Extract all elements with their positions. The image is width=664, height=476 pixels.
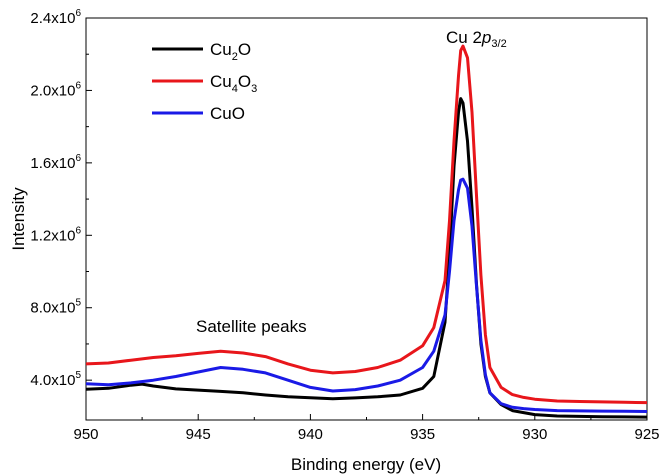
legend-label-cu2o: Cu2O: [210, 40, 251, 63]
x-tick-label: 925: [634, 426, 659, 443]
y-tick-label: 1.2x106: [30, 225, 81, 244]
satellite-peaks-annotation: Satellite peaks: [196, 317, 307, 336]
y-axis-ticks: 4.0x105 8.0x105 1.2x106 1.6x106 2.0x106 2.4x1…: [30, 8, 92, 389]
y-tick-label: 2.0x106: [30, 80, 81, 99]
x-axis-label: Binding energy (eV): [291, 455, 441, 474]
y-tick-label: 1.6x106: [30, 153, 81, 172]
x-tick-label: 945: [186, 426, 211, 443]
plot-frame: [85, 17, 648, 421]
y-tick-label: 8.0x105: [30, 298, 81, 317]
x-tick-label: 930: [522, 426, 547, 443]
x-tick-label: 950: [73, 426, 98, 443]
y-tick-label: 4.0x105: [30, 370, 81, 389]
cu-2p32-annotation: Cu 2p3/2: [446, 28, 507, 50]
x-axis-ticks: 950 945 940 935 930 925: [73, 414, 660, 443]
x-tick-label: 940: [298, 426, 323, 443]
y-axis-label: Intensity: [9, 187, 28, 251]
legend: Cu2O Cu4O3 CuO: [152, 40, 257, 123]
y-tick-label: 2.4x106: [30, 8, 81, 27]
legend-label-cu4o3: Cu4O3: [210, 72, 257, 95]
legend-label-cuo: CuO: [210, 104, 245, 123]
series-line-cuo: [85, 177, 648, 413]
series-layer: [85, 44, 648, 419]
series-line-cu4o3: [85, 44, 648, 405]
x-tick-label: 935: [410, 426, 435, 443]
